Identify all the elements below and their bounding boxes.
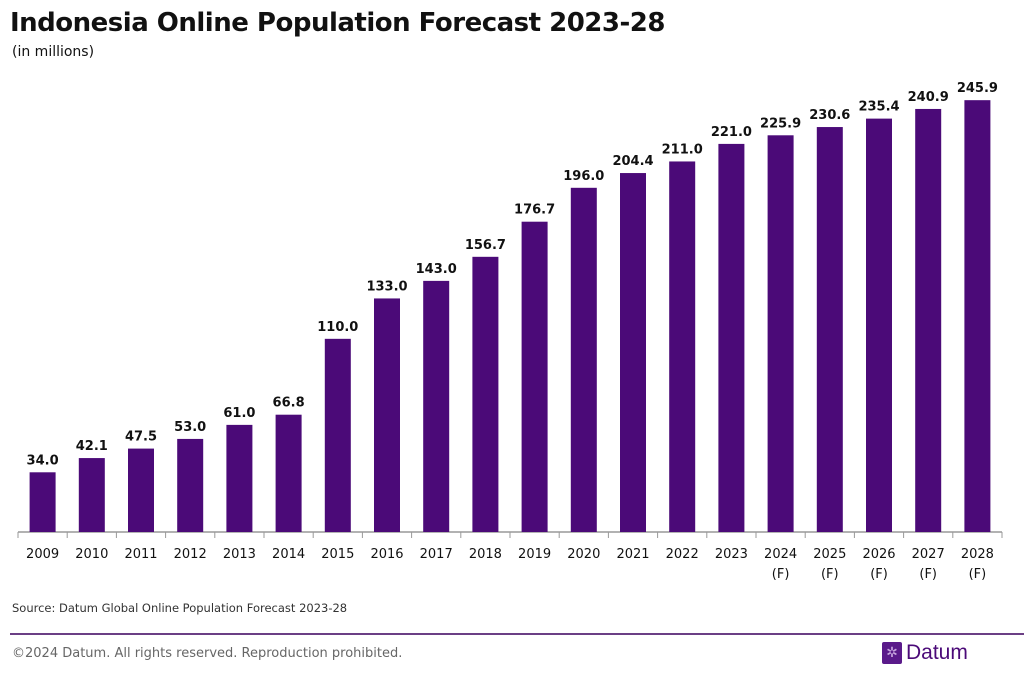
bar [324, 338, 351, 532]
x-tick-label: 2012 [174, 547, 207, 562]
data-label: 176.7 [514, 203, 555, 218]
bar [226, 424, 253, 532]
data-label: 42.1 [76, 439, 108, 454]
x-tick-label: 2020 [567, 547, 600, 562]
x-tick-label: 2027 [912, 547, 945, 562]
data-label: 230.6 [809, 108, 850, 123]
bar [620, 173, 646, 533]
x-tick-label: (F) [821, 567, 839, 582]
datum-logo: ✲ Datum [882, 641, 968, 665]
x-tick-label: 2025 [813, 547, 846, 562]
bar [472, 256, 499, 532]
data-label: 47.5 [125, 430, 157, 445]
data-label: 235.4 [858, 100, 899, 115]
bar [521, 221, 548, 532]
x-tick-label: (F) [969, 567, 987, 582]
x-tick-label: 2028 [961, 547, 994, 562]
x-tick-label: 2021 [616, 547, 649, 562]
data-label: 110.0 [317, 320, 358, 335]
bar [866, 118, 892, 533]
x-tick-label: 2015 [321, 547, 354, 562]
data-label: 221.0 [711, 125, 752, 140]
bar [128, 448, 154, 532]
bar [669, 161, 696, 532]
copyright-text: ©2024 Datum. All rights reserved. Reprod… [12, 646, 403, 661]
x-tick-label: 2017 [420, 547, 453, 562]
x-tick-label: (F) [870, 567, 888, 582]
x-tick-label: 2013 [223, 547, 256, 562]
chart-title: Indonesia Online Population Forecast 202… [10, 8, 665, 38]
x-tick-label: 2011 [124, 547, 157, 562]
bar [29, 472, 56, 532]
data-label: 34.0 [27, 453, 59, 468]
x-tick-label: (F) [772, 567, 790, 582]
x-tick-label: 2014 [272, 547, 305, 562]
x-tick-label: 2023 [715, 547, 748, 562]
footer-divider [10, 633, 1024, 635]
x-tick-label: 2019 [518, 547, 551, 562]
bar [275, 414, 302, 532]
bar [915, 108, 942, 532]
x-tick-label: 2018 [469, 547, 502, 562]
x-tick-label: 2022 [666, 547, 699, 562]
bar [78, 458, 105, 532]
data-label: 204.4 [612, 154, 653, 169]
data-label: 225.9 [760, 116, 801, 131]
chart-subtitle: (in millions) [12, 44, 95, 60]
bar [374, 298, 400, 532]
data-label: 66.8 [273, 396, 305, 411]
x-tick-label: (F) [919, 567, 937, 582]
data-label: 245.9 [957, 81, 998, 96]
data-label: 211.0 [662, 142, 703, 157]
x-tick-label: 2026 [862, 547, 895, 562]
bar [423, 280, 450, 532]
data-label: 133.0 [366, 279, 407, 294]
data-label: 196.0 [563, 169, 604, 184]
data-label: 53.0 [174, 420, 206, 435]
x-tick-label: 2016 [370, 547, 403, 562]
bar [570, 187, 597, 532]
data-label: 240.9 [908, 90, 949, 105]
bar [964, 100, 991, 533]
datum-logo-text: Datum [906, 641, 968, 664]
data-label: 61.0 [223, 406, 255, 421]
x-tick-label: 2009 [26, 547, 59, 562]
bar [718, 143, 745, 532]
bar [767, 135, 794, 533]
data-label: 143.0 [416, 262, 457, 277]
bar-chart: 34.0 2009 42.1 2010 47.5 2011 53.0 2012 61.0 2013… [17, 81, 1003, 582]
x-tick-label: 2010 [75, 547, 108, 562]
datum-logo-icon: ✲ [882, 642, 902, 664]
source-note: Source: Datum Global Online Population F… [12, 601, 348, 615]
bar [816, 127, 843, 533]
data-label: 156.7 [465, 238, 506, 253]
x-tick-label: 2024 [764, 547, 797, 562]
bar [177, 438, 204, 532]
